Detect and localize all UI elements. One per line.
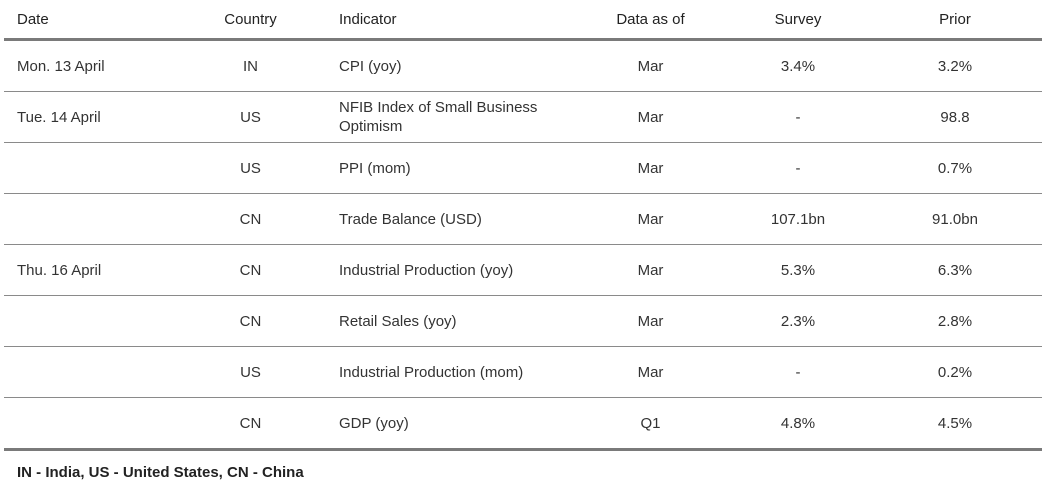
table-row: Tue. 14 April US NFIB Index of Small Busin… bbox=[4, 91, 1042, 143]
cell-prior: 4.5% bbox=[868, 397, 1042, 451]
cell-survey: 3.4% bbox=[728, 39, 868, 92]
cell-prior: 91.0bn bbox=[868, 193, 1042, 245]
header-data-as-of: Data as of bbox=[573, 0, 728, 41]
cell-date: Mon. 13 April bbox=[4, 39, 198, 92]
cell-indicator: Retail Sales (yoy) bbox=[303, 295, 573, 347]
cell-indicator: CPI (yoy) bbox=[303, 39, 573, 92]
cell-survey: 5.3% bbox=[728, 244, 868, 296]
header-prior: Prior bbox=[868, 0, 1042, 41]
economic-calendar-table: Date Country Indicator Data as of Survey… bbox=[4, 0, 1042, 451]
cell-date: Tue. 14 April bbox=[4, 91, 198, 143]
header-row: Date Country Indicator Data as of Survey… bbox=[4, 0, 1042, 41]
cell-data-as-of: Mar bbox=[573, 244, 728, 296]
cell-country: CN bbox=[198, 295, 303, 347]
table-row: Mon. 13 April IN CPI (yoy) Mar 3.4% 3.2% bbox=[4, 39, 1042, 92]
cell-survey: - bbox=[728, 91, 868, 143]
cell-survey: - bbox=[728, 346, 868, 398]
cell-survey: 107.1bn bbox=[728, 193, 868, 245]
footnote: IN - India, US - United States, CN - Chi… bbox=[17, 464, 304, 481]
cell-data-as-of: Mar bbox=[573, 142, 728, 194]
cell-prior: 98.8 bbox=[868, 91, 1042, 143]
table-row: CN GDP (yoy) Q1 4.8% 4.5% bbox=[4, 397, 1042, 451]
cell-survey: 2.3% bbox=[728, 295, 868, 347]
cell-data-as-of: Mar bbox=[573, 295, 728, 347]
cell-indicator: Industrial Production (mom) bbox=[303, 346, 573, 398]
cell-indicator: Trade Balance (USD) bbox=[303, 193, 573, 245]
cell-data-as-of: Q1 bbox=[573, 397, 728, 451]
cell-country: US bbox=[198, 91, 303, 143]
cell-date: Thu. 16 April bbox=[4, 244, 198, 296]
cell-prior: 0.2% bbox=[868, 346, 1042, 398]
cell-date bbox=[4, 142, 198, 194]
cell-data-as-of: Mar bbox=[573, 193, 728, 245]
cell-data-as-of: Mar bbox=[573, 39, 728, 92]
cell-indicator: GDP (yoy) bbox=[303, 397, 573, 451]
cell-country: US bbox=[198, 142, 303, 194]
cell-date bbox=[4, 346, 198, 398]
cell-prior: 0.7% bbox=[868, 142, 1042, 194]
cell-date bbox=[4, 193, 198, 245]
cell-date bbox=[4, 397, 198, 451]
header-date: Date bbox=[4, 0, 198, 41]
cell-data-as-of: Mar bbox=[573, 91, 728, 143]
table-row: Thu. 16 April CN Industrial Production (yo… bbox=[4, 244, 1042, 296]
cell-indicator: NFIB Index of Small Business Optimism bbox=[303, 91, 573, 143]
table-row: CN Trade Balance (USD) Mar 107.1bn 91.0bn bbox=[4, 193, 1042, 245]
cell-prior: 3.2% bbox=[868, 39, 1042, 92]
table-row: US Industrial Production (mom) Mar -0.2% bbox=[4, 346, 1042, 398]
cell-country: IN bbox=[198, 39, 303, 92]
cell-prior: 2.8% bbox=[868, 295, 1042, 347]
cell-survey: 4.8% bbox=[728, 397, 868, 451]
cell-country: CN bbox=[198, 244, 303, 296]
cell-indicator: PPI (mom) bbox=[303, 142, 573, 194]
cell-date bbox=[4, 295, 198, 347]
table-row: US PPI (mom) Mar -0.7% bbox=[4, 142, 1042, 194]
cell-country: CN bbox=[198, 397, 303, 451]
header-country: Country bbox=[198, 0, 303, 41]
header-survey: Survey bbox=[728, 0, 868, 41]
cell-country: US bbox=[198, 346, 303, 398]
table-row: CN Retail Sales (yoy) Mar 2.3% 2.8% bbox=[4, 295, 1042, 347]
cell-prior: 6.3% bbox=[868, 244, 1042, 296]
cell-data-as-of: Mar bbox=[573, 346, 728, 398]
cell-survey: - bbox=[728, 142, 868, 194]
header-indicator: Indicator bbox=[303, 0, 573, 41]
cell-indicator: Industrial Production (yoy) bbox=[303, 244, 573, 296]
cell-country: CN bbox=[198, 193, 303, 245]
